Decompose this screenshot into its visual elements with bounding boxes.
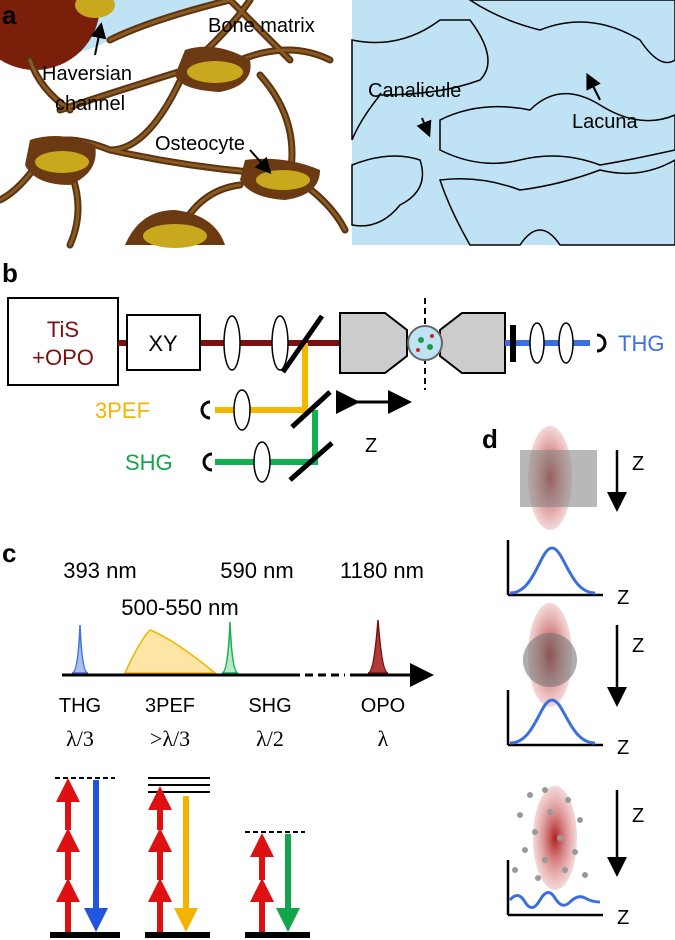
- wavelength: 590 nm: [220, 558, 293, 583]
- spectrum: [62, 619, 434, 687]
- panel-a-left: [0, 0, 349, 249]
- label: Z: [617, 737, 629, 759]
- peak-name: SHG: [248, 695, 291, 717]
- label: 3PEF: [95, 398, 150, 423]
- label: Canalicule: [368, 80, 461, 102]
- peak-name: 3PEF: [145, 695, 195, 717]
- order: λ/2: [256, 726, 284, 751]
- peak-name: THG: [59, 695, 101, 717]
- label: SHG: [125, 450, 173, 475]
- label: Osteocyte: [155, 133, 245, 155]
- label: XY: [148, 331, 178, 356]
- panel-label: a: [2, 0, 17, 30]
- label: Bone matrix: [208, 15, 315, 37]
- label: Haversian: [42, 63, 132, 85]
- label: Z: [365, 435, 377, 457]
- order: >λ/3: [150, 726, 190, 751]
- setup: [7, 297, 607, 483]
- panel-d: [506, 426, 627, 917]
- panel-a-right: [351, 0, 675, 246]
- panel-label: b: [2, 258, 18, 288]
- order: λ: [378, 726, 389, 751]
- label: Z: [632, 805, 644, 827]
- label: TiS: [47, 317, 79, 342]
- label: +OPO: [32, 345, 94, 370]
- energy-diagrams: [50, 777, 310, 938]
- panel-label: c: [2, 538, 16, 568]
- wavelength: 1180 nm: [340, 558, 424, 583]
- wavelength: 500-550 nm: [121, 595, 238, 620]
- label: Z: [632, 453, 644, 475]
- label: Lacuna: [572, 111, 638, 133]
- peak-name: OPO: [361, 695, 405, 717]
- label: Z: [617, 587, 629, 609]
- order: λ/3: [66, 726, 94, 751]
- label: THG: [618, 331, 664, 356]
- label: channel: [55, 93, 125, 115]
- label: Z: [632, 635, 644, 657]
- wavelength: 393 nm: [63, 558, 136, 583]
- panel-label: d: [482, 424, 498, 454]
- label: Z: [617, 907, 629, 929]
